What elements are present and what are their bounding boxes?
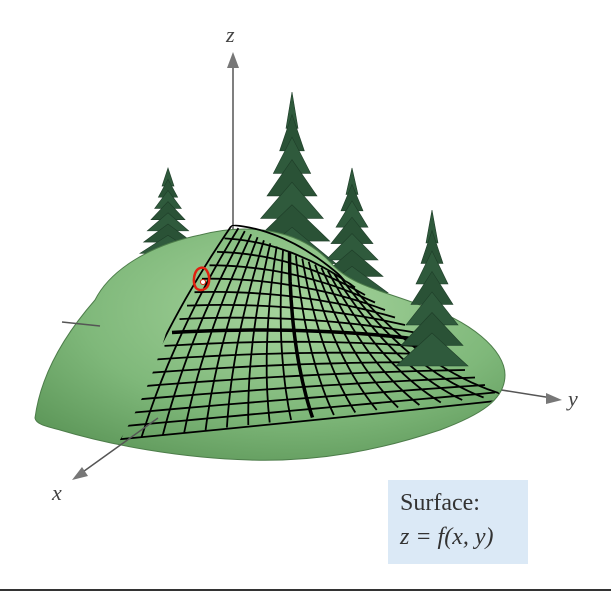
surface-caption-box: Surface: z = f(x, y) xyxy=(388,480,528,564)
y-axis-label: y xyxy=(568,386,578,411)
bottom-divider xyxy=(0,589,611,591)
x-axis-label: x xyxy=(52,480,62,505)
trees-front xyxy=(395,209,469,367)
x-axis xyxy=(61,321,159,480)
caption-equation: z = f(x, y) xyxy=(400,524,494,550)
surface-mesh-grid xyxy=(120,224,500,441)
pine-tree-icon xyxy=(395,209,469,367)
z-axis-label: z xyxy=(226,22,235,47)
z-axis xyxy=(227,52,239,230)
pine-tree-icon xyxy=(138,167,198,254)
cursor-marker-icon xyxy=(192,266,211,292)
caption-title: Surface: xyxy=(400,490,480,516)
